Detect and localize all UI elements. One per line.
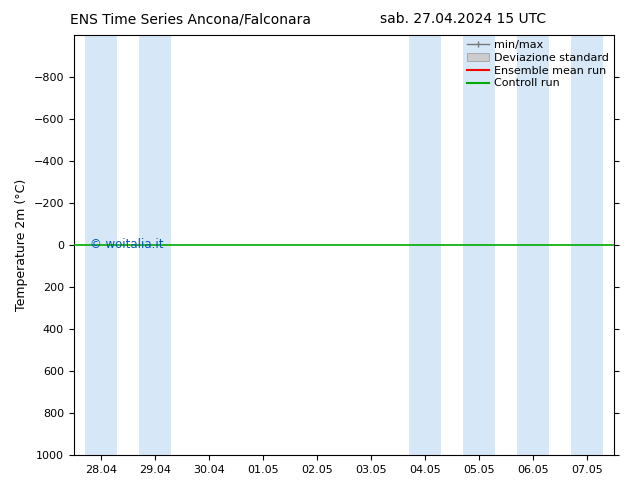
Bar (571, 35, 604, 455)
Bar (139, 35, 171, 455)
Text: ENS Time Series Ancona/Falconara: ENS Time Series Ancona/Falconara (70, 12, 311, 26)
Text: © woitalia.it: © woitalia.it (90, 238, 164, 250)
Legend: min/max, Deviazione standard, Ensemble mean run, Controll run: min/max, Deviazione standard, Ensemble m… (465, 38, 611, 91)
Bar (517, 35, 549, 455)
Bar (84, 35, 117, 455)
Bar (463, 35, 495, 455)
Y-axis label: Temperature 2m (°C): Temperature 2m (°C) (15, 179, 28, 311)
Text: sab. 27.04.2024 15 UTC: sab. 27.04.2024 15 UTC (380, 12, 546, 26)
Bar (409, 35, 441, 455)
